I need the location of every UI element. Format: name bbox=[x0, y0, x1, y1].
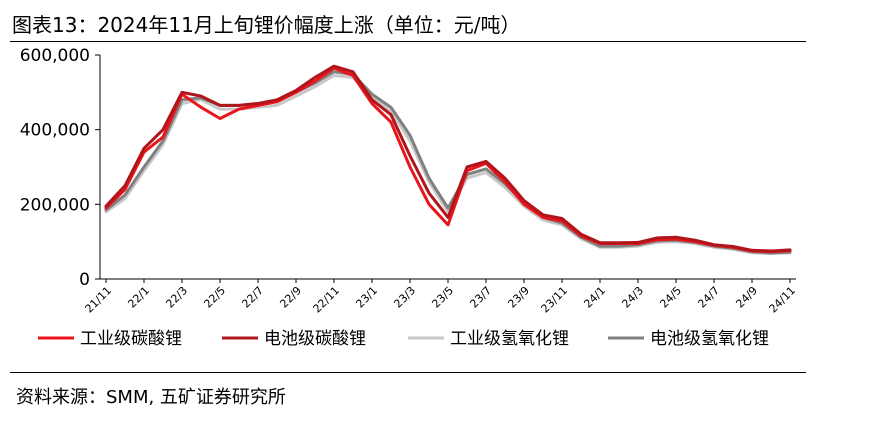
x-tick-label: 23/9 bbox=[505, 284, 532, 311]
chart-title: 图表13：2024年11月上旬锂价幅度上涨（单位：元/吨） bbox=[12, 13, 521, 37]
x-tick-label: 23/11 bbox=[539, 284, 571, 316]
x-tick-label: 24/5 bbox=[657, 284, 684, 311]
series-line-2 bbox=[104, 64, 792, 253]
legend: 工业级碳酸锂 电池级碳酸锂 工业级氢氧化锂 电池级氢氧化锂 bbox=[38, 329, 769, 349]
x-axis: 21/11 22/1 22/3 22/5 22/7 22/9 22/11 23/1 23/3 23… bbox=[83, 278, 799, 316]
y-tick-label: 0 bbox=[79, 270, 90, 290]
title-rule bbox=[10, 41, 806, 42]
x-tick-label: 23/7 bbox=[467, 284, 494, 311]
legend-label: 工业级碳酸锂 bbox=[80, 329, 182, 349]
x-tick-label: 24/7 bbox=[695, 284, 722, 311]
x-tick-label: 22/9 bbox=[277, 284, 304, 311]
x-tick-label: 22/11 bbox=[311, 284, 343, 316]
legend-label: 工业级氢氧化锂 bbox=[450, 329, 569, 349]
x-tick-label: 24/11 bbox=[767, 284, 799, 316]
x-tick-label: 22/5 bbox=[201, 284, 228, 311]
y-axis: 0 200,000 400,000 600,000 bbox=[20, 46, 101, 290]
x-tick-label: 24/3 bbox=[619, 284, 646, 311]
legend-label: 电池级碳酸锂 bbox=[264, 329, 366, 349]
series-lines bbox=[104, 64, 792, 256]
y-tick-label: 200,000 bbox=[20, 195, 90, 215]
x-tick-label: 24/9 bbox=[733, 284, 760, 311]
y-tick-label: 600,000 bbox=[20, 46, 90, 66]
source-note: 资料来源：SMM, 五矿证券研究所 bbox=[16, 387, 286, 408]
series-line-1 bbox=[104, 66, 792, 254]
x-tick-label: 23/1 bbox=[353, 284, 380, 311]
x-tick-label: 23/3 bbox=[391, 284, 418, 311]
y-tick-label: 400,000 bbox=[20, 121, 90, 141]
x-tick-label: 22/7 bbox=[239, 284, 266, 311]
x-tick-label: 23/5 bbox=[429, 284, 456, 311]
legend-label: 电池级氢氧化锂 bbox=[650, 329, 769, 349]
x-tick-label: 24/1 bbox=[581, 284, 608, 311]
x-tick-label: 22/1 bbox=[125, 284, 152, 311]
x-tick-label: 22/3 bbox=[163, 284, 190, 311]
source-rule bbox=[10, 372, 806, 373]
